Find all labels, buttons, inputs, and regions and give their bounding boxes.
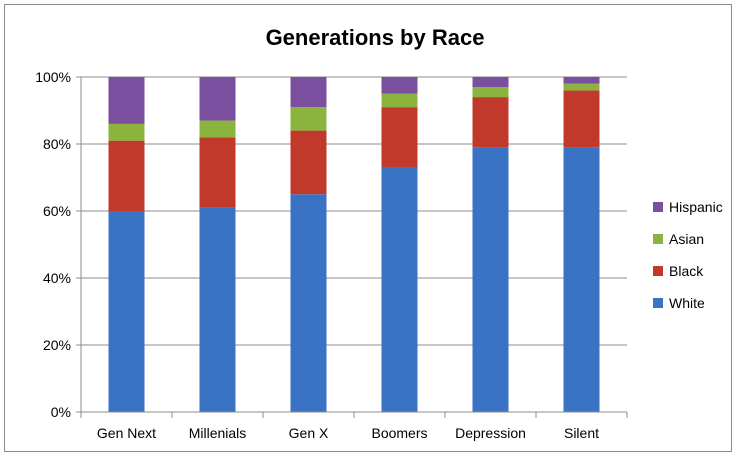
- legend-label-asian: Asian: [669, 231, 704, 247]
- legend: Hispanic Asian Black White: [653, 199, 723, 311]
- axes: [76, 76, 628, 418]
- bar-asian-boomers: [381, 93, 418, 108]
- y-tick-label: 80%: [43, 136, 71, 152]
- legend-swatch-white: [653, 298, 663, 308]
- bar-asian-gen-next: [108, 123, 145, 141]
- bars: [108, 77, 600, 412]
- y-tick-label: 40%: [43, 270, 71, 286]
- legend-swatch-black: [653, 266, 663, 276]
- bar-white-gen-next: [108, 211, 145, 412]
- y-tick-label: 20%: [43, 337, 71, 353]
- x-tick-label: Gen X: [289, 425, 329, 441]
- chart-title: Generations by Race: [266, 25, 485, 50]
- legend-label-black: Black: [669, 263, 704, 279]
- bar-hispanic-depression: [472, 77, 509, 88]
- gridlines: [81, 76, 627, 346]
- bar-asian-gen-x: [290, 107, 327, 131]
- bar-hispanic-silent: [563, 77, 600, 84]
- y-tick-label: 0%: [51, 404, 71, 420]
- bar-asian-millenials: [199, 120, 236, 138]
- bar-black-silent: [563, 90, 600, 148]
- bar-black-gen-x: [290, 130, 327, 195]
- bar-black-depression: [472, 97, 509, 148]
- bar-white-depression: [472, 147, 509, 412]
- bar-asian-silent: [563, 83, 600, 91]
- x-tick-label: Gen Next: [97, 425, 156, 441]
- bar-hispanic-boomers: [381, 77, 418, 94]
- bar-white-silent: [563, 147, 600, 412]
- x-tick-label: Silent: [564, 425, 599, 441]
- bar-white-boomers: [381, 167, 418, 412]
- chart-frame: Generations by Race 0% 20% 40% 60% 80% 100% G…: [4, 4, 732, 452]
- y-tick-label: 100%: [35, 69, 71, 85]
- bar-white-gen-x: [290, 194, 327, 412]
- legend-swatch-hispanic: [653, 202, 663, 212]
- bar-black-millenials: [199, 137, 236, 208]
- bar-black-boomers: [381, 107, 418, 168]
- x-tick-label: Millenials: [189, 425, 247, 441]
- bar-hispanic-gen-x: [290, 77, 327, 108]
- bar-hispanic-gen-next: [108, 77, 145, 124]
- legend-swatch-asian: [653, 234, 663, 244]
- bar-asian-depression: [472, 87, 509, 98]
- chart-svg: Generations by Race 0% 20% 40% 60% 80% 100% G…: [35, 25, 723, 441]
- bar-white-millenials: [199, 207, 236, 412]
- y-tick-labels: 0% 20% 40% 60% 80% 100%: [35, 69, 71, 420]
- bar-hispanic-millenials: [199, 77, 236, 121]
- legend-label-hispanic: Hispanic: [669, 199, 723, 215]
- x-tick-label: Boomers: [371, 425, 427, 441]
- y-tick-label: 60%: [43, 203, 71, 219]
- x-tick-labels: Gen Next Millenials Gen X Boomers Depression…: [97, 425, 599, 441]
- legend-label-white: White: [669, 295, 705, 311]
- bar-black-gen-next: [108, 140, 145, 211]
- x-tick-label: Depression: [455, 425, 526, 441]
